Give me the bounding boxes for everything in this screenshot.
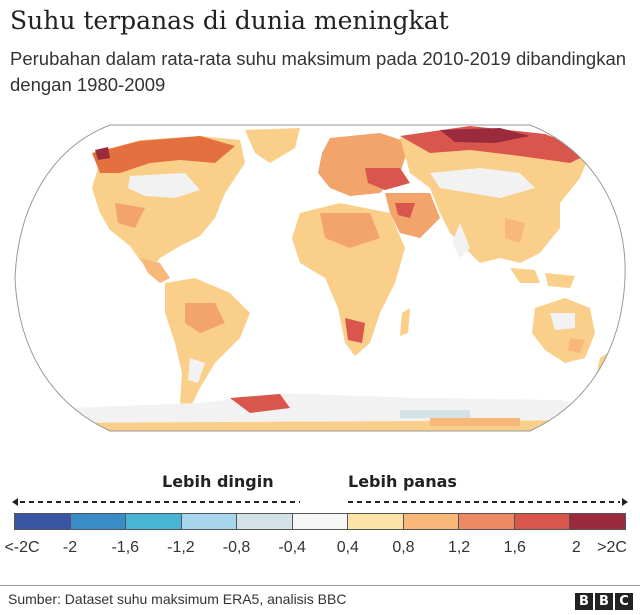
- color-swatch: [292, 514, 349, 529]
- map-frame: [14, 124, 626, 432]
- scale-tick-label: -1,2: [167, 539, 195, 556]
- color-swatch: [70, 514, 127, 529]
- color-swatch: [181, 514, 238, 529]
- scale-tick-label: <-2C: [4, 539, 40, 556]
- bbc-logo-letter: B: [595, 593, 613, 610]
- bbc-logo: B B C: [575, 593, 633, 610]
- color-swatch: [403, 514, 460, 529]
- warmer-label: Lebih panas: [348, 472, 457, 491]
- scale-tick-label: 2: [571, 539, 581, 556]
- scale-tick-label: 1,2: [447, 539, 471, 556]
- bbc-logo-letter: C: [615, 593, 633, 610]
- scale-tick-label: -0,4: [278, 539, 306, 556]
- scale-tick-label: 0,4: [336, 539, 359, 556]
- footer-divider: [0, 585, 640, 586]
- color-swatch: [348, 514, 404, 529]
- scale-tick-label: -2: [62, 539, 78, 556]
- color-swatch: [237, 514, 293, 529]
- color-swatch: [126, 514, 182, 529]
- scale-tick-label: -0,8: [222, 539, 251, 556]
- bbc-logo-letter: B: [575, 593, 593, 610]
- source-note: Sumber: Dataset suhu maksimum ERA5, anal…: [8, 591, 347, 607]
- scale-tick-label: >2C: [597, 539, 627, 556]
- warmer-arrow-icon: [348, 498, 628, 506]
- cooler-arrow-icon: [12, 498, 300, 506]
- color-swatch: [514, 514, 571, 529]
- scale-tick-label: 0,8: [392, 539, 415, 556]
- cooler-label: Lebih dingin: [162, 472, 274, 491]
- color-swatch: [15, 514, 71, 529]
- color-swatch: [570, 514, 626, 529]
- scale-tick-label: -1,6: [111, 539, 140, 556]
- chart-title: Suhu terpanas di dunia meningkat: [10, 6, 449, 35]
- color-swatch: [459, 514, 515, 529]
- world-temperature-map: [0, 118, 640, 438]
- scale-tick-label: 1,6: [503, 539, 526, 556]
- color-scale-bar: [14, 513, 626, 530]
- chart-subtitle: Perubahan dalam rata-rata suhu maksimum …: [10, 48, 627, 95]
